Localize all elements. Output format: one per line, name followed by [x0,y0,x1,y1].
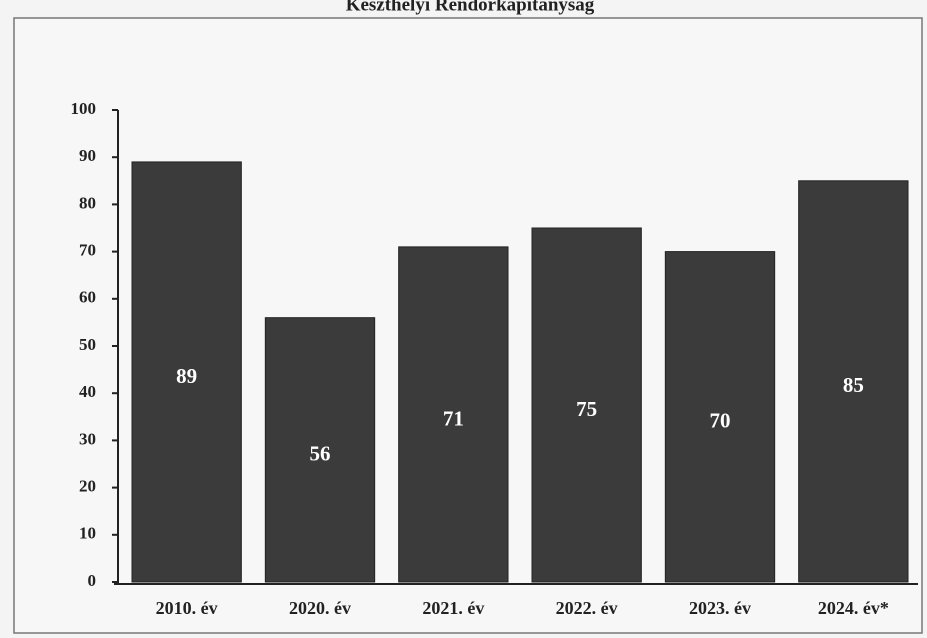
value-label: 70 [710,409,731,433]
bar [264,317,376,583]
y-tick-label: 0 [88,571,97,590]
y-tick-label: 60 [79,288,96,307]
y-tick-label: 100 [71,99,97,118]
value-label: 89 [176,364,197,388]
x-tick-label: 2022. év [556,598,618,618]
bar [798,180,909,583]
chart-title: Keszthelyi Rendőrkapitányság [346,0,595,15]
value-label: 56 [310,442,331,466]
bar [531,227,642,583]
bar [664,251,776,583]
value-label: 75 [576,397,597,421]
x-tick-label: 2010. év [156,598,218,618]
y-tick-label: 40 [79,382,96,401]
y-tick-label: 10 [79,524,96,543]
x-tick-label: 2023. év [689,598,751,618]
x-tick-label: 2021. év [422,598,484,618]
y-tick-label: 80 [79,193,96,212]
x-tick-label: 2024. év* [818,598,889,618]
bar [131,161,242,583]
y-tick-label: 20 [79,477,96,496]
y-tick-label: 90 [79,146,96,165]
x-tick-label: 2020. év [289,598,351,618]
y-tick-label: 50 [79,335,96,354]
y-tick-label: 70 [79,241,96,260]
bar [398,246,509,583]
value-label: 85 [843,373,864,397]
y-tick-label: 30 [79,429,96,448]
value-label: 71 [443,406,464,430]
